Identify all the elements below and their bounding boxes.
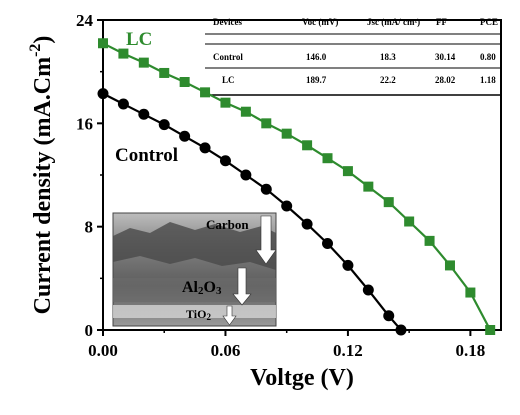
inset-label-tio2: TiO2 — [186, 307, 211, 322]
data-point-lc — [404, 216, 415, 227]
data-point-lc — [424, 235, 435, 246]
table-cell-lc-voc: 189.7 — [306, 75, 327, 85]
table-cell-control-device: Control — [213, 52, 243, 62]
data-point-lc — [220, 97, 231, 108]
inset-carbon-layer — [113, 222, 276, 270]
table-cell-control-pce: 0.80 — [480, 52, 496, 62]
data-point-control — [158, 119, 170, 131]
y-axis-title-sup: -2 — [27, 44, 44, 57]
tio2-arrow-icon — [222, 305, 237, 326]
data-point-lc — [261, 118, 272, 129]
axis-ticks: 0.00 0.06 0.12 0.18 0 8 16 24 — [76, 11, 485, 360]
inset-label-alumina: Al2O3 — [182, 279, 222, 297]
x-axis-title: Voltge (V) — [250, 365, 354, 391]
table-cell-lc-jsc: 22.2 — [380, 75, 396, 85]
table-cell-control-jsc: 18.3 — [380, 52, 396, 62]
data-point-control — [260, 183, 272, 195]
inset-tio2-layer — [113, 305, 276, 318]
table-header-jsc: Jsc (mA/ cm²) — [367, 17, 420, 27]
data-point-control — [138, 108, 150, 120]
inset-sem-image: Carbon Al2O3 TiO2 — [112, 212, 277, 327]
data-point-lc — [200, 87, 211, 98]
parameter-table: Devices Voc (mV) Jsc (mA/ cm²) FF PCE Co… — [205, 17, 500, 96]
data-point-lc — [302, 140, 313, 151]
data-point-control — [117, 98, 129, 110]
alumina-arrow-icon — [232, 267, 252, 306]
data-point-control — [395, 324, 407, 336]
series-label-control: Control — [115, 145, 178, 166]
series-label-lc: LC — [126, 29, 152, 50]
data-point-control — [179, 130, 191, 142]
x-tick-label: 0.12 — [333, 341, 363, 360]
y-tick-label: 16 — [76, 114, 93, 133]
data-point-lc — [363, 181, 374, 192]
x-tick-label: 0.18 — [456, 341, 486, 360]
data-point-control — [342, 259, 354, 271]
data-point-control — [97, 88, 109, 100]
data-point-lc — [322, 153, 333, 164]
data-point-lc — [342, 166, 353, 177]
x-tick-label: 0.06 — [211, 341, 241, 360]
data-point-control — [240, 169, 252, 181]
data-point-lc — [485, 325, 496, 335]
y-axis-title-main: Current density (mA.Cm — [30, 57, 56, 315]
data-point-control — [383, 310, 395, 322]
data-point-control — [362, 284, 374, 296]
table-header-ff: FF — [436, 17, 447, 27]
data-point-lc — [383, 197, 394, 208]
data-point-control — [281, 200, 293, 212]
data-point-lc — [159, 67, 170, 78]
data-point-lc — [98, 38, 108, 49]
y-tick-label: 8 — [85, 218, 94, 237]
data-point-control — [322, 237, 334, 249]
data-point-lc — [118, 48, 129, 59]
y-tick-label: 24 — [76, 11, 94, 30]
table-cell-lc-pce: 1.18 — [480, 75, 496, 85]
table-header-pce: PCE — [480, 17, 498, 27]
y-tick-label: 0 — [85, 321, 94, 340]
table-header-voc: Voc (mV) — [302, 17, 338, 27]
data-point-control — [199, 142, 211, 154]
y-axis-title: Current density (mA.Cm-2) — [27, 36, 56, 315]
data-point-lc — [465, 287, 476, 298]
table-cell-control-voc: 146.0 — [306, 52, 327, 62]
inset-label-carbon: Carbon — [206, 217, 249, 232]
carbon-arrow-icon — [255, 215, 277, 265]
data-point-lc — [281, 128, 292, 139]
series-markers — [97, 38, 496, 336]
table-header-devices: Devices — [213, 17, 242, 27]
table-cell-control-ff: 30.14 — [435, 52, 456, 62]
x-tick-label: 0.00 — [88, 341, 118, 360]
y-axis-title-end: ) — [30, 36, 56, 44]
data-point-control — [301, 218, 313, 230]
series-line-control — [102, 92, 402, 331]
data-point-lc — [138, 57, 149, 68]
table-cell-lc-device: LC — [222, 75, 235, 85]
table-cell-lc-ff: 28.02 — [435, 75, 456, 85]
data-point-lc — [444, 260, 455, 271]
data-point-lc — [240, 106, 251, 117]
data-point-control — [219, 155, 231, 167]
data-point-lc — [179, 77, 190, 87]
